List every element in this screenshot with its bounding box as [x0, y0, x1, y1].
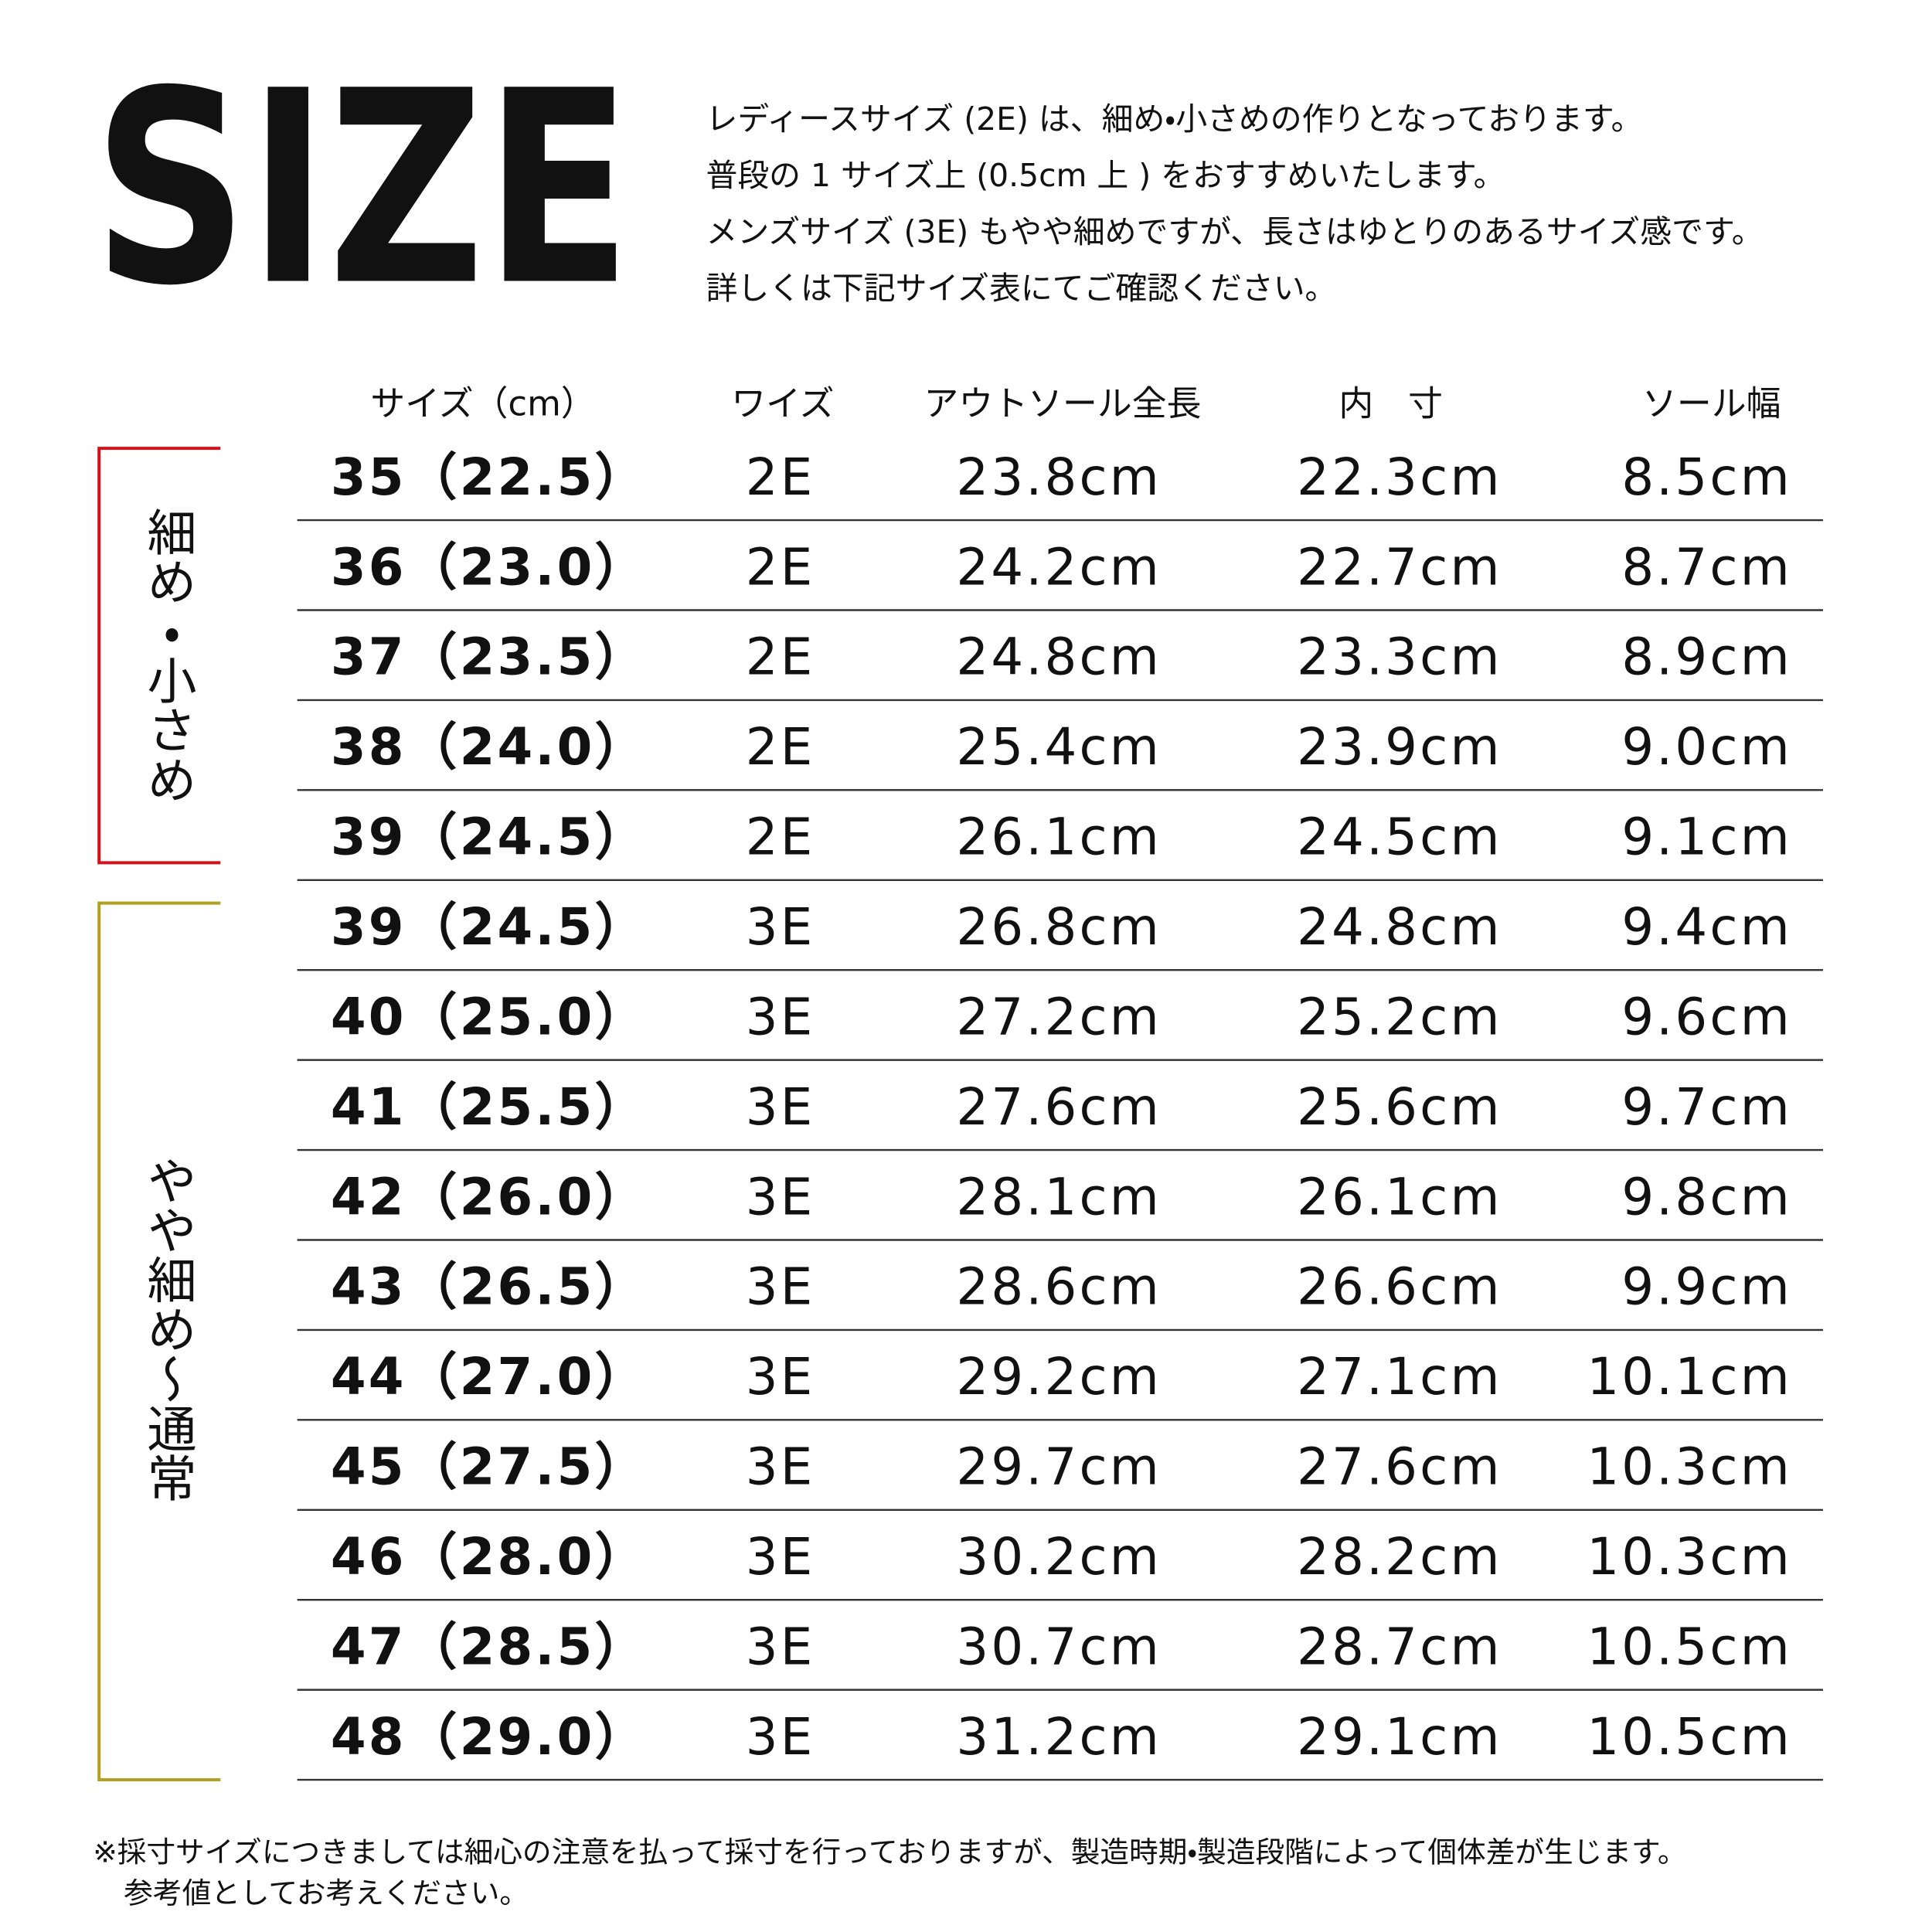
size-cell: 42（26.0） [331, 1168, 648, 1226]
measure-cell: 28.1cm [956, 1168, 1162, 1226]
measure-cell: 24.8cm [956, 628, 1162, 687]
measure-cell: 28.6cm [956, 1258, 1162, 1317]
measure-cell: 30.7cm [956, 1617, 1162, 1676]
measure-cell: 24.8cm [1297, 898, 1502, 957]
measure-cell: 22.7cm [1297, 538, 1502, 597]
measure-cell: 26.6cm [1297, 1258, 1502, 1317]
intro-note: 普段の 1 サイズ上 (0.5cm 上 ) をおすすめいたします。 [706, 157, 1505, 194]
measure-cell: 26.1cm [956, 808, 1162, 867]
measure-cell: 8.7cm [1621, 538, 1792, 597]
size-cell: 39（24.5） [331, 898, 648, 957]
column-header: アウトソール全長 [924, 383, 1202, 424]
intro-note: レディースサイズ (2E) は、細め・小さめの作りとなっております。 [706, 100, 1642, 138]
measure-cell: 29.2cm [956, 1348, 1162, 1406]
measure-cell: 30.2cm [956, 1528, 1162, 1587]
size-cell: 47（28.5） [331, 1617, 648, 1676]
width-cell: 3E [746, 1438, 815, 1497]
width-cell: 2E [746, 538, 815, 597]
width-cell: 3E [746, 1528, 815, 1587]
width-cell: 3E [746, 1348, 815, 1406]
measure-cell: 9.0cm [1621, 718, 1792, 777]
measure-cell: 27.2cm [956, 988, 1162, 1046]
measure-cell: 9.8cm [1621, 1168, 1792, 1226]
measure-cell: 28.7cm [1297, 1617, 1502, 1676]
width-cell: 2E [746, 448, 815, 507]
width-cell: 3E [746, 1617, 815, 1676]
measure-cell: 22.3cm [1297, 448, 1502, 507]
measure-cell: 9.7cm [1621, 1078, 1792, 1137]
measure-cell: 29.7cm [956, 1438, 1162, 1497]
measure-cell: 10.3cm [1587, 1438, 1792, 1497]
measure-cell: 27.6cm [1297, 1438, 1502, 1497]
column-header: ソール幅 [1642, 383, 1781, 424]
size-cell: 41（25.5） [331, 1078, 648, 1137]
width-cell: 3E [746, 1708, 815, 1767]
measure-cell: 9.4cm [1621, 898, 1792, 957]
size-cell: 48（29.0） [331, 1708, 648, 1767]
width-cell: 3E [746, 1168, 815, 1226]
group-bracket [97, 447, 221, 865]
measure-cell: 24.2cm [956, 538, 1162, 597]
size-cell: 43（26.5） [331, 1258, 648, 1317]
size-cell: 38（24.0） [331, 718, 648, 777]
measure-cell: 23.9cm [1297, 718, 1502, 777]
measure-cell: 27.1cm [1297, 1348, 1502, 1406]
measure-cell: 8.9cm [1621, 628, 1792, 687]
width-cell: 2E [746, 628, 815, 687]
column-header: ワイズ [731, 383, 834, 424]
measure-cell: 26.8cm [956, 898, 1162, 957]
size-cell: 35（22.5） [331, 448, 648, 507]
measure-cell: 10.3cm [1587, 1528, 1792, 1587]
measure-cell: 10.1cm [1587, 1348, 1792, 1406]
measure-cell: 9.1cm [1621, 808, 1792, 867]
measure-cell: 27.6cm [956, 1078, 1162, 1137]
group-label: やや細め〜通常 [139, 1155, 196, 1502]
measure-cell: 9.6cm [1621, 988, 1792, 1046]
measure-cell: 10.5cm [1587, 1708, 1792, 1767]
measure-cell: 28.2cm [1297, 1528, 1502, 1587]
title: SIZE [93, 34, 631, 344]
measure-cell: 23.8cm [956, 448, 1162, 507]
width-cell: 2E [746, 718, 815, 777]
width-cell: 3E [746, 988, 815, 1046]
size-cell: 46（28.0） [331, 1528, 648, 1587]
footnote: ※採寸サイズにつきましては細心の注意を払って採寸を行っておりますが、製造時期・製… [93, 1835, 1686, 1869]
column-header: サイズ（cm） [370, 383, 595, 424]
measure-cell: 29.1cm [1297, 1708, 1502, 1767]
column-header: 内 寸 [1338, 383, 1443, 424]
width-cell: 2E [746, 808, 815, 867]
measure-cell: 8.5cm [1621, 448, 1792, 507]
width-cell: 3E [746, 1078, 815, 1137]
size-cell: 36（23.0） [331, 538, 648, 597]
group-label: 細め・小さめ [139, 507, 196, 804]
intro-note: 詳しくは下記サイズ表にてご確認ください。 [706, 270, 1336, 307]
measure-cell: 26.1cm [1297, 1168, 1502, 1226]
size-cell: 44（27.0） [331, 1348, 648, 1406]
measure-cell: 23.3cm [1297, 628, 1502, 687]
measure-cell: 24.5cm [1297, 808, 1502, 867]
size-cell: 39（24.5） [331, 808, 648, 867]
measure-cell: 10.5cm [1587, 1617, 1792, 1676]
measure-cell: 25.2cm [1297, 988, 1502, 1046]
footnote: 参考値としてお考えください。 [124, 1876, 529, 1910]
width-cell: 3E [746, 1258, 815, 1317]
size-cell: 40（25.0） [331, 988, 648, 1046]
width-cell: 3E [746, 898, 815, 957]
size-cell: 45（27.5） [331, 1438, 648, 1497]
intro-note: メンズサイズ (3E) もやや細めですが、長さはゆとりのあるサイズ感です。 [706, 213, 1763, 250]
measure-cell: 31.2cm [956, 1708, 1162, 1767]
measure-cell: 9.9cm [1621, 1258, 1792, 1317]
measure-cell: 25.4cm [956, 718, 1162, 777]
size-cell: 37（23.5） [331, 628, 648, 687]
group-bracket [97, 901, 221, 1782]
measure-cell: 25.6cm [1297, 1078, 1502, 1137]
